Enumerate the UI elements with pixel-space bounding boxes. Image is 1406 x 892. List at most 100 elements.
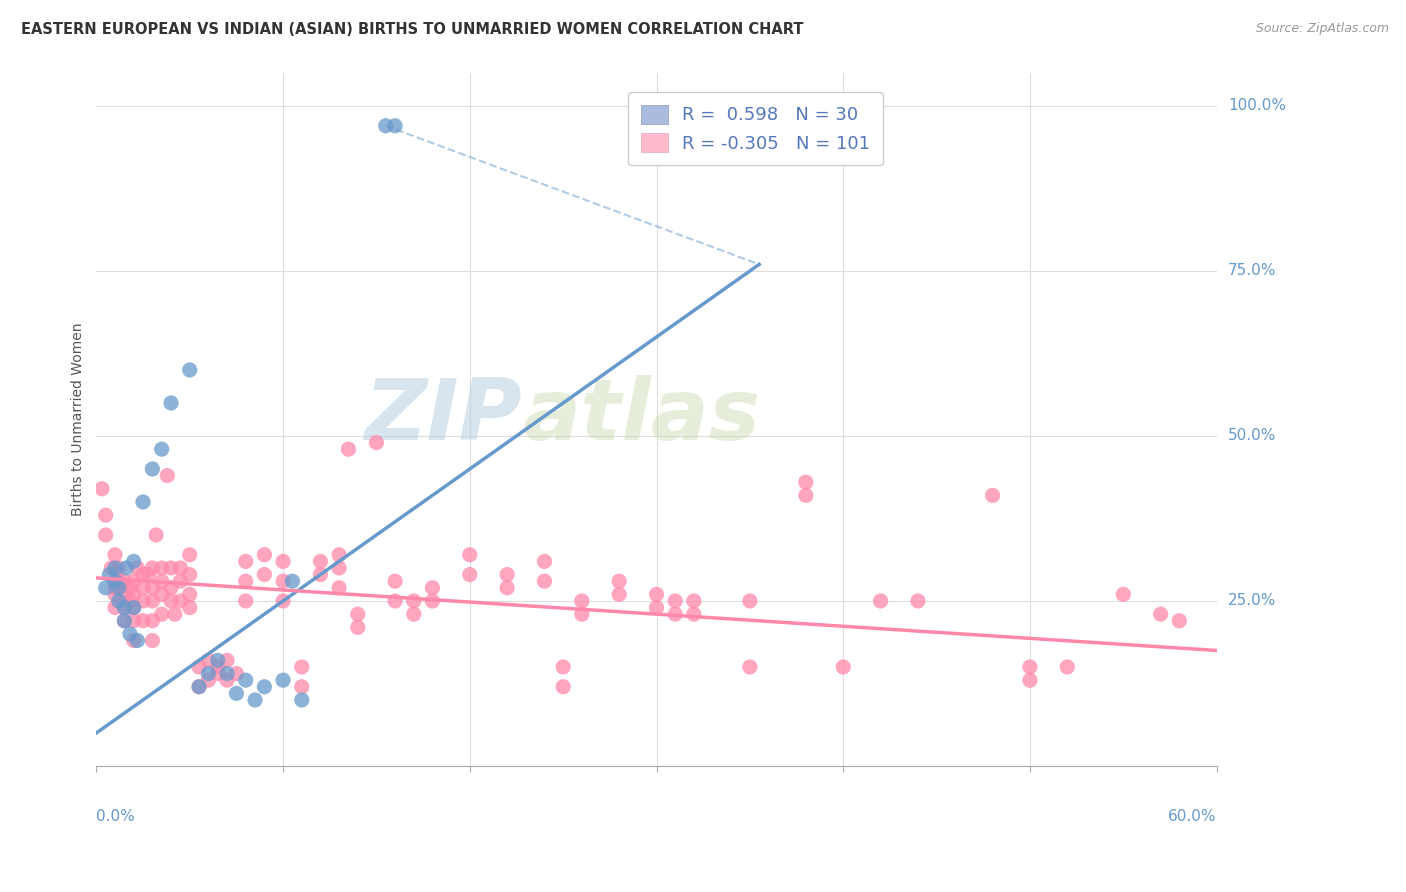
Text: EASTERN EUROPEAN VS INDIAN (ASIAN) BIRTHS TO UNMARRIED WOMEN CORRELATION CHART: EASTERN EUROPEAN VS INDIAN (ASIAN) BIRTH…: [21, 22, 804, 37]
Point: [738, 660, 761, 674]
Point: [160, 594, 183, 608]
Point: [207, 653, 229, 667]
Point: [384, 119, 406, 133]
Point: [981, 488, 1004, 502]
Point: [132, 594, 155, 608]
Point: [150, 607, 173, 622]
Point: [107, 561, 129, 575]
Point: [682, 607, 704, 622]
Point: [291, 680, 314, 694]
Point: [156, 468, 179, 483]
Point: [188, 680, 211, 694]
Point: [163, 607, 186, 622]
Point: [384, 574, 406, 589]
Point: [104, 600, 127, 615]
Point: [197, 666, 219, 681]
Y-axis label: Births to Unmarried Women: Births to Unmarried Women: [72, 323, 86, 516]
Text: atlas: atlas: [522, 375, 761, 458]
Point: [1019, 673, 1042, 688]
Point: [271, 673, 294, 688]
Point: [179, 600, 201, 615]
Point: [253, 567, 276, 582]
Point: [118, 594, 141, 608]
Point: [169, 594, 191, 608]
Point: [118, 627, 141, 641]
Point: [118, 581, 141, 595]
Point: [150, 442, 173, 457]
Point: [664, 607, 686, 622]
Point: [271, 554, 294, 568]
Point: [571, 594, 593, 608]
Point: [112, 600, 135, 615]
Text: 50.0%: 50.0%: [1227, 428, 1277, 443]
Point: [127, 561, 149, 575]
Point: [328, 561, 350, 575]
Point: [107, 581, 129, 595]
Point: [160, 396, 183, 410]
Point: [188, 680, 211, 694]
Point: [122, 587, 145, 601]
Point: [207, 666, 229, 681]
Point: [346, 607, 368, 622]
Text: ZIP: ZIP: [364, 375, 522, 458]
Point: [291, 660, 314, 674]
Point: [607, 574, 630, 589]
Point: [402, 594, 425, 608]
Point: [235, 594, 257, 608]
Point: [225, 666, 247, 681]
Point: [179, 363, 201, 377]
Point: [141, 614, 163, 628]
Point: [112, 587, 135, 601]
Point: [150, 587, 173, 601]
Point: [132, 567, 155, 582]
Point: [122, 600, 145, 615]
Point: [337, 442, 360, 457]
Point: [112, 614, 135, 628]
Point: [346, 620, 368, 634]
Point: [645, 600, 668, 615]
Point: [682, 594, 704, 608]
Point: [253, 548, 276, 562]
Point: [1112, 587, 1135, 601]
Point: [309, 567, 332, 582]
Point: [281, 574, 304, 589]
Point: [112, 600, 135, 615]
Text: 75.0%: 75.0%: [1227, 263, 1277, 278]
Point: [496, 567, 519, 582]
Point: [141, 462, 163, 476]
Point: [1019, 660, 1042, 674]
Point: [100, 561, 122, 575]
Point: [104, 587, 127, 601]
Point: [366, 435, 388, 450]
Point: [794, 488, 817, 502]
Point: [235, 673, 257, 688]
Text: 60.0%: 60.0%: [1168, 809, 1216, 824]
Point: [122, 554, 145, 568]
Point: [188, 660, 211, 674]
Point: [553, 660, 575, 674]
Point: [384, 594, 406, 608]
Point: [138, 567, 160, 582]
Point: [150, 561, 173, 575]
Point: [422, 581, 444, 595]
Point: [215, 666, 238, 681]
Point: [197, 653, 219, 667]
Point: [112, 574, 135, 589]
Point: [160, 561, 183, 575]
Text: 0.0%: 0.0%: [97, 809, 135, 824]
Point: [94, 528, 117, 542]
Point: [533, 554, 555, 568]
Point: [271, 574, 294, 589]
Point: [235, 574, 257, 589]
Point: [112, 614, 135, 628]
Point: [607, 587, 630, 601]
Point: [794, 475, 817, 490]
Point: [104, 581, 127, 595]
Point: [422, 594, 444, 608]
Point: [141, 594, 163, 608]
Point: [107, 574, 129, 589]
Point: [225, 686, 247, 700]
Point: [132, 581, 155, 595]
Point: [553, 680, 575, 694]
Point: [141, 633, 163, 648]
